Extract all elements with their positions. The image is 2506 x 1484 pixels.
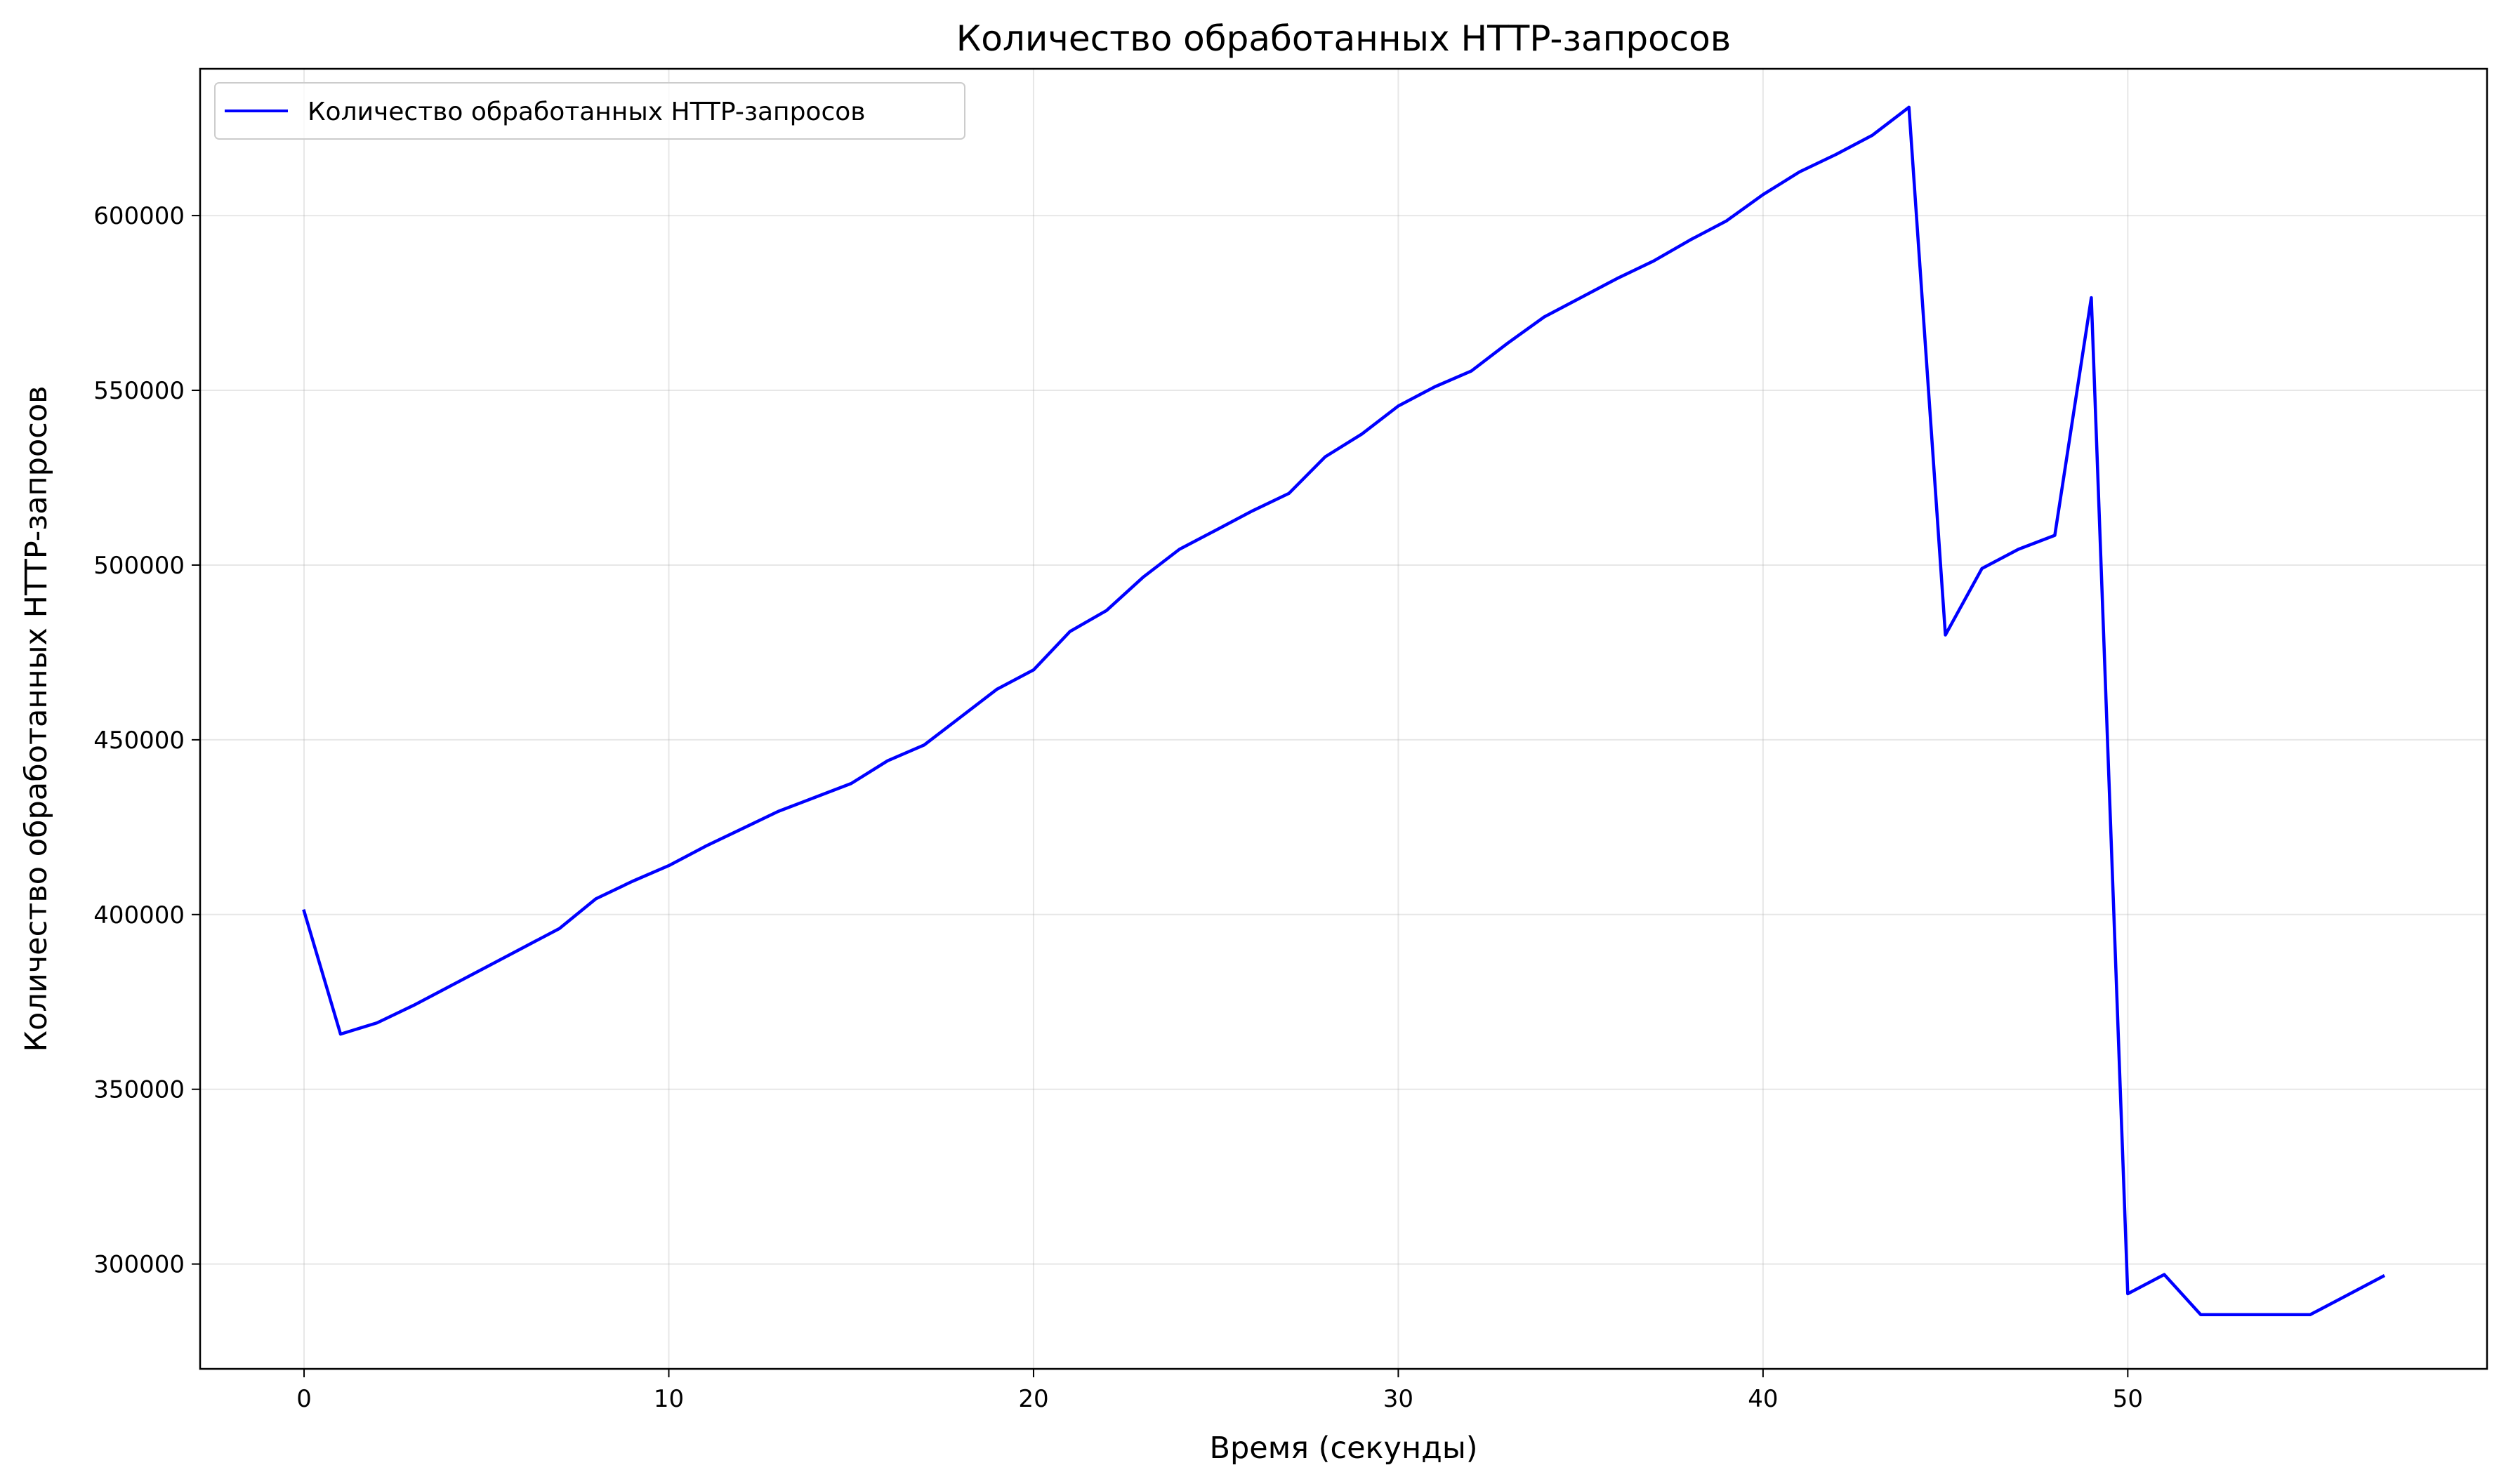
x-tick-label: 30 (1383, 1385, 1413, 1413)
x-axis-label: Время (секунды) (1209, 1431, 1477, 1466)
legend: Количество обработанных HTTP-запросов (214, 82, 965, 140)
x-tick-label: 50 (2113, 1385, 2143, 1413)
y-tick-label: 350000 (93, 1076, 185, 1104)
ticks: 0 10 20 30 40 50 300000 350000 400000 450000 50000… (93, 202, 2143, 1413)
y-tick-label: 400000 (93, 901, 185, 929)
x-tick-label: 0 (296, 1385, 312, 1413)
x-tick-label: 40 (1748, 1385, 1778, 1413)
plot-frame (199, 67, 2488, 1370)
series-line (302, 105, 2386, 1317)
legend-label: Количество обработанных HTTP-запросов (308, 98, 865, 126)
chart-title: Количество обработанных HTTP-запросов (956, 18, 1731, 59)
legend-box (214, 82, 965, 140)
y-tick-label: 600000 (93, 202, 185, 230)
x-tick-label: 20 (1018, 1385, 1048, 1413)
y-tick-label: 450000 (93, 727, 185, 755)
series-layer (302, 105, 2386, 1317)
y-axis-label: Количество обработанных HTTP-запросов (19, 386, 54, 1052)
x-tick-label: 10 (654, 1385, 684, 1413)
grid (200, 69, 2487, 1369)
y-tick-label: 500000 (93, 552, 185, 580)
y-tick-label: 550000 (93, 377, 185, 405)
y-tick-label: 300000 (93, 1251, 185, 1279)
